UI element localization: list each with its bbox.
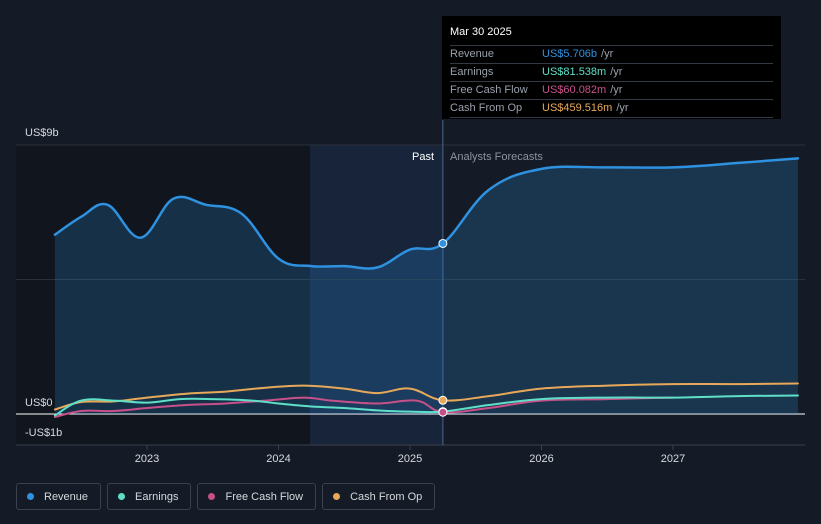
tooltip-row-revenue: Revenue US$5.706b/yr xyxy=(450,46,773,64)
legend-dot-icon xyxy=(208,493,216,500)
tooltip-label: Cash From Op xyxy=(450,102,523,114)
x-tick-label: 2025 xyxy=(398,453,422,465)
tooltip-label: Revenue xyxy=(450,48,495,60)
legend-dot-icon xyxy=(27,493,34,500)
tooltip-value: US$60.082m xyxy=(542,84,607,96)
marker-cash-from-op xyxy=(438,395,448,405)
x-tick-label: 2026 xyxy=(529,453,553,465)
forecast-label: Analysts Forecasts xyxy=(450,151,543,163)
highlight-region xyxy=(310,145,442,445)
y-label-bottom: -US$1b xyxy=(25,427,62,439)
series-line-cash-from-op xyxy=(53,382,799,411)
tooltip: Mar 30 2025 Revenue US$5.706b/yr Earnings U… xyxy=(442,16,781,119)
tooltip-row-free-cash-flow: Free Cash Flow US$60.082m/yr xyxy=(450,82,773,100)
x-tick-label: 2024 xyxy=(266,453,290,465)
legend-label: Free Cash Flow xyxy=(225,490,304,503)
tooltip-row-earnings: Earnings US$81.538m/yr xyxy=(450,64,773,82)
legend-item-revenue[interactable]: Revenue xyxy=(16,483,102,510)
legend-dot-icon xyxy=(118,493,126,500)
y-label-zero: US$0 xyxy=(25,397,53,409)
legend: Revenue Earnings Free Cash Flow Cash From O… xyxy=(16,483,436,510)
tooltip-date: Mar 30 2025 xyxy=(450,24,773,46)
tooltip-unit: /yr xyxy=(610,84,623,96)
series-area-revenue xyxy=(54,158,798,414)
series-line-revenue xyxy=(53,157,800,270)
x-tick-label: 2023 xyxy=(135,453,159,465)
tooltip-unit: /yr xyxy=(610,66,623,78)
tooltip-label: Free Cash Flow xyxy=(450,84,528,96)
tooltip-value: US$459.516m xyxy=(542,102,613,114)
past-label: Past xyxy=(412,151,434,163)
tooltip-unit: /yr xyxy=(601,48,614,60)
marker-revenue xyxy=(438,238,448,248)
y-label-top: US$9b xyxy=(25,127,59,139)
tooltip-label: Earnings xyxy=(450,66,494,78)
tooltip-value: US$5.706b xyxy=(542,48,598,60)
legend-item-earnings[interactable]: Earnings xyxy=(107,483,192,510)
series-line-earnings xyxy=(53,394,799,417)
x-tick-label: 2027 xyxy=(661,453,685,465)
legend-label: Revenue xyxy=(44,490,89,503)
series-line-free-cash-flow xyxy=(53,396,674,418)
marker-free-cash-flow xyxy=(438,407,448,417)
tooltip-value: US$81.538m xyxy=(542,66,607,78)
legend-item-cash-from-op[interactable]: Cash From Op xyxy=(322,483,436,510)
tooltip-row-cash-from-op: Cash From Op US$459.516m/yr xyxy=(450,100,773,118)
legend-dot-icon xyxy=(333,493,341,500)
tooltip-unit: /yr xyxy=(616,102,629,114)
legend-item-free-cash-flow[interactable]: Free Cash Flow xyxy=(197,483,317,510)
legend-label: Earnings xyxy=(135,490,179,503)
legend-label: Cash From Op xyxy=(350,490,423,503)
